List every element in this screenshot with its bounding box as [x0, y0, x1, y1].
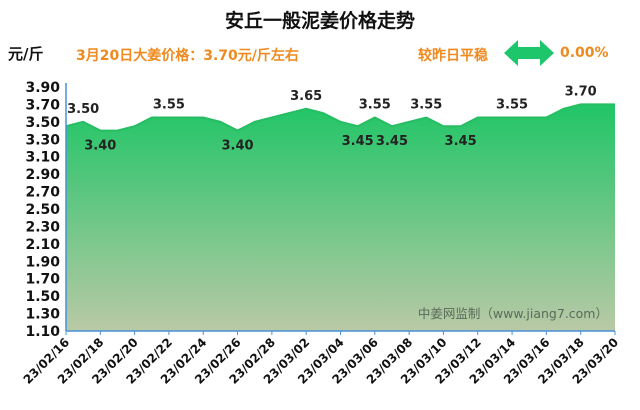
y-tick-label: 1.50 [25, 289, 60, 305]
y-tick-label: 2.90 [25, 167, 60, 183]
data-label: 3.55 [496, 98, 528, 113]
y-tick-label: 1.70 [25, 272, 60, 288]
y-tick-label: 3.50 [25, 115, 60, 131]
data-label: 3.45 [376, 134, 408, 149]
data-label: 3.40 [222, 139, 254, 154]
y-tick-label: 3.90 [25, 80, 60, 96]
left-right-arrow-icon [504, 40, 554, 66]
data-label: 3.55 [359, 98, 391, 113]
chart-title: 安丘一般泥姜价格走势 [224, 10, 415, 32]
data-label: 3.45 [445, 134, 477, 149]
y-tick-label: 2.70 [25, 185, 60, 201]
data-label: 3.65 [290, 89, 322, 104]
unit-label: 元/斤 [8, 45, 44, 63]
data-label: 3.55 [153, 98, 185, 113]
y-tick-label: 1.90 [25, 254, 60, 270]
data-label: 3.45 [342, 134, 374, 149]
y-tick-label: 3.70 [25, 97, 60, 113]
price-summary: 3月20日大姜价格：3.70元/斤左右 [76, 48, 299, 64]
price-line [65, 103, 615, 132]
watermark-text: 中姜网监制（www.jiang7.com） [418, 306, 608, 321]
y-tick-label: 2.30 [25, 219, 60, 235]
data-label: 3.55 [410, 98, 442, 113]
data-label: 3.40 [84, 139, 116, 154]
y-tick-label: 3.30 [25, 132, 60, 148]
price-area [66, 104, 615, 332]
change-percent: 0.00% [560, 45, 609, 61]
change-summary: 较昨日平稳 [418, 48, 488, 64]
y-tick-label: 2.50 [25, 202, 60, 218]
y-tick-label: 2.10 [25, 237, 60, 253]
y-tick-label: 1.30 [25, 307, 60, 323]
data-label: 3.70 [565, 84, 597, 99]
y-tick-label: 3.10 [25, 150, 60, 166]
y-tick-label: 1.10 [25, 324, 60, 340]
data-label: 3.50 [67, 102, 99, 117]
